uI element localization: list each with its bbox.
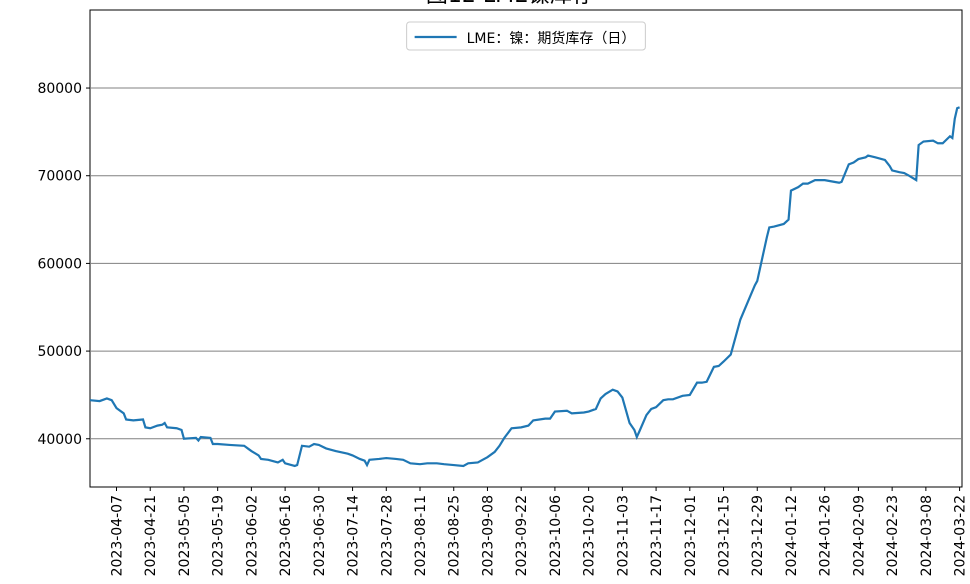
x-tick-label: 2023-11-17	[649, 495, 665, 576]
x-tick-label: 2023-05-19	[211, 495, 227, 576]
x-tick-label: 2023-07-14	[346, 495, 362, 576]
legend: LME：镍：期货库存（日）	[406, 21, 646, 51]
y-tick-label: 80000	[37, 81, 82, 97]
y-tick-label: 60000	[37, 256, 82, 272]
x-tick-label: 2023-06-16	[278, 495, 294, 576]
y-tick-label: 70000	[37, 169, 82, 185]
y-tick-label: 40000	[37, 432, 82, 448]
x-tick-label: 2023-12-29	[750, 495, 766, 576]
x-tick-label: 2024-02-23	[885, 495, 901, 576]
x-tick-label: 2024-03-22	[953, 495, 969, 576]
y-tick-label: 50000	[37, 344, 82, 360]
legend-label: LME：镍：期货库存（日）	[467, 30, 636, 47]
x-tick-label: 2023-12-15	[717, 495, 733, 576]
x-tick-label: 2023-12-01	[683, 495, 699, 576]
x-tick-label: 2023-11-03	[615, 495, 631, 576]
x-tick-label: 2023-09-22	[514, 495, 530, 576]
x-tick-label: 2023-04-07	[109, 495, 125, 576]
x-tick-label: 2023-06-30	[312, 495, 328, 576]
x-tick-label: 2023-05-05	[177, 495, 193, 576]
x-tick-label: 2023-09-08	[480, 495, 496, 576]
x-tick-label: 2024-01-12	[784, 495, 800, 576]
x-tick-label: 2023-08-11	[413, 495, 429, 576]
x-tick-label: 2023-08-25	[447, 495, 463, 576]
x-tick-label: 2023-10-06	[548, 495, 564, 576]
x-tick-label: 2024-02-09	[851, 495, 867, 576]
chart-title: 图12 LME镍库存	[426, 0, 594, 8]
legend-box	[406, 21, 646, 51]
x-tick-label: 2023-10-20	[582, 495, 598, 576]
x-tick-label: 2023-06-02	[244, 495, 260, 576]
x-tick-label: 2023-04-21	[143, 495, 159, 576]
x-tick-label: 2024-03-08	[919, 495, 935, 576]
plot-area	[89, 9, 963, 488]
data-line	[89, 106, 960, 468]
x-tick-label: 2023-07-28	[379, 495, 395, 576]
x-tick-label: 2024-01-26	[818, 495, 834, 576]
